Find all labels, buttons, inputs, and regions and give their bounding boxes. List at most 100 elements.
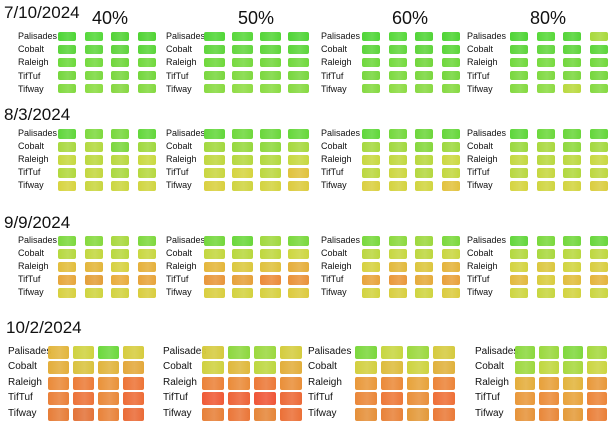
field-plot bbox=[362, 274, 380, 285]
field-plot bbox=[48, 345, 69, 359]
field-plot bbox=[536, 261, 555, 272]
field-plot bbox=[441, 235, 460, 246]
field-plot bbox=[58, 287, 76, 298]
field-plot bbox=[73, 376, 94, 390]
field-plot bbox=[407, 392, 429, 406]
variety-label: Tifway bbox=[166, 287, 192, 297]
field-plot bbox=[111, 287, 129, 298]
field-plot bbox=[510, 235, 528, 246]
field-plot bbox=[587, 345, 607, 359]
field-plot bbox=[563, 180, 581, 191]
field-plot bbox=[288, 71, 309, 81]
field-plot bbox=[288, 141, 309, 152]
field-plot bbox=[362, 235, 380, 246]
field-plot bbox=[388, 141, 407, 152]
field-plot bbox=[362, 180, 380, 191]
variety-label: Raleigh bbox=[467, 57, 498, 68]
field-plot bbox=[111, 71, 129, 81]
field-plot bbox=[254, 361, 276, 375]
field-plot bbox=[536, 167, 555, 178]
field-plot bbox=[228, 392, 250, 406]
date-label: 10/2/2024 bbox=[6, 318, 82, 337]
field-plot bbox=[589, 71, 608, 81]
variety-label: TifTuf bbox=[166, 274, 189, 284]
field-plot bbox=[84, 128, 103, 139]
field-plot bbox=[355, 392, 377, 406]
field-plot bbox=[280, 361, 302, 375]
field-plot bbox=[510, 84, 528, 94]
field-plot bbox=[202, 376, 224, 390]
field-plot bbox=[441, 71, 460, 81]
variety-label: TifTuf bbox=[308, 392, 333, 404]
field-plot bbox=[58, 57, 76, 67]
field-plot bbox=[260, 31, 281, 41]
field-plot bbox=[536, 235, 555, 246]
field-plot bbox=[288, 274, 309, 285]
field-plot bbox=[362, 31, 380, 41]
field-plot bbox=[563, 287, 581, 298]
field-plot bbox=[232, 44, 253, 54]
field-plot bbox=[536, 141, 555, 152]
field-plot bbox=[254, 345, 276, 359]
field-plot bbox=[260, 274, 281, 285]
field-plot bbox=[48, 376, 69, 390]
field-plot bbox=[539, 345, 559, 359]
field-plot bbox=[415, 167, 433, 178]
field-plot bbox=[84, 235, 103, 246]
field-plot bbox=[388, 71, 407, 81]
variety-label: Tifway bbox=[166, 180, 192, 190]
field-plot bbox=[563, 392, 583, 406]
field-plot bbox=[232, 71, 253, 81]
field-plot bbox=[58, 167, 76, 178]
field-plot bbox=[536, 248, 555, 259]
field-plot bbox=[515, 407, 535, 421]
field-plot bbox=[563, 84, 581, 94]
field-plot bbox=[563, 261, 581, 272]
field-plot bbox=[288, 287, 309, 298]
field-plot bbox=[515, 376, 535, 390]
field-plot bbox=[137, 248, 156, 259]
field-plot bbox=[204, 84, 225, 94]
field-plot bbox=[137, 141, 156, 152]
field-plot bbox=[510, 248, 528, 259]
field-plot bbox=[137, 180, 156, 191]
field-plot bbox=[388, 235, 407, 246]
field-plot bbox=[407, 407, 429, 421]
field-plot bbox=[137, 31, 156, 41]
variety-label: Palisades bbox=[166, 31, 206, 41]
field-plot bbox=[232, 180, 253, 191]
field-plot bbox=[441, 31, 460, 41]
variety-label: Palisades bbox=[18, 128, 58, 138]
field-plot bbox=[73, 361, 94, 375]
field-plot bbox=[362, 261, 380, 272]
variety-label: Tifway bbox=[18, 180, 44, 190]
field-plot bbox=[137, 274, 156, 285]
field-plot bbox=[111, 84, 129, 94]
variety-label: TifTuf bbox=[18, 167, 41, 177]
field-plot bbox=[204, 274, 225, 285]
field-plot bbox=[563, 44, 581, 54]
field-plot bbox=[58, 84, 76, 94]
field-plot bbox=[232, 31, 253, 41]
field-plot bbox=[204, 31, 225, 41]
field-plot bbox=[388, 128, 407, 139]
field-plot bbox=[536, 71, 555, 81]
field-plot bbox=[228, 376, 250, 390]
field-plot bbox=[510, 154, 528, 165]
field-plot bbox=[563, 154, 581, 165]
variety-label: TifTuf bbox=[166, 70, 189, 81]
field-plot bbox=[510, 261, 528, 272]
field-plot bbox=[433, 392, 455, 406]
field-plot bbox=[539, 392, 559, 406]
field-plot bbox=[204, 261, 225, 272]
field-plot bbox=[415, 248, 433, 259]
field-plot bbox=[587, 361, 607, 375]
field-plot bbox=[288, 248, 309, 259]
field-plot bbox=[204, 248, 225, 259]
field-plot bbox=[515, 361, 535, 375]
field-plot bbox=[563, 361, 583, 375]
variety-label: Raleigh bbox=[18, 57, 49, 68]
treatment-header: 50% bbox=[238, 8, 275, 28]
field-plot bbox=[441, 180, 460, 191]
field-plot bbox=[563, 141, 581, 152]
